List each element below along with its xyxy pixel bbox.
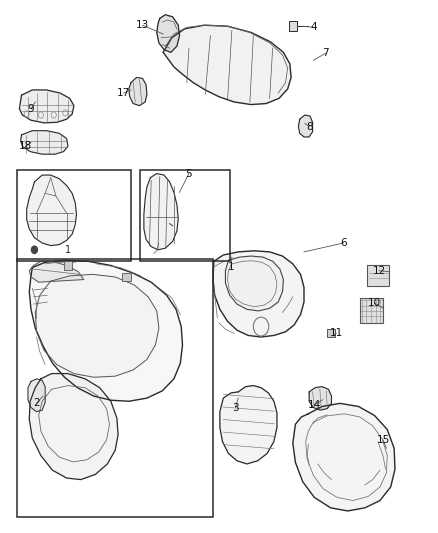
Text: 4: 4: [310, 22, 317, 33]
Text: 1: 1: [65, 245, 71, 255]
Text: 6: 6: [340, 238, 347, 248]
Text: 8: 8: [306, 122, 312, 132]
Polygon shape: [157, 15, 180, 52]
Bar: [17, 259, 212, 517]
Text: 13: 13: [136, 20, 149, 30]
Bar: [327, 329, 335, 337]
Bar: [140, 170, 230, 261]
Circle shape: [32, 246, 37, 254]
Polygon shape: [19, 90, 74, 123]
Polygon shape: [29, 374, 118, 480]
Polygon shape: [220, 385, 277, 464]
Text: 15: 15: [376, 435, 389, 445]
Polygon shape: [29, 260, 183, 401]
Bar: [17, 170, 131, 261]
Text: 7: 7: [322, 49, 329, 59]
Text: 3: 3: [232, 402, 239, 413]
Bar: [360, 298, 383, 323]
Text: 5: 5: [186, 168, 192, 179]
Polygon shape: [129, 77, 147, 106]
Polygon shape: [226, 256, 283, 311]
Polygon shape: [213, 251, 304, 337]
Bar: [289, 21, 297, 31]
Text: 14: 14: [307, 400, 321, 410]
Bar: [367, 265, 389, 286]
Text: 9: 9: [28, 104, 34, 114]
Polygon shape: [309, 386, 332, 410]
Text: 11: 11: [329, 328, 343, 338]
Text: 2: 2: [33, 398, 40, 408]
Bar: [64, 261, 72, 270]
Polygon shape: [298, 115, 313, 137]
Polygon shape: [144, 174, 178, 250]
Polygon shape: [35, 274, 159, 377]
Text: 1: 1: [228, 262, 234, 271]
Text: 17: 17: [117, 88, 131, 98]
Polygon shape: [28, 379, 45, 411]
Polygon shape: [29, 261, 84, 282]
Polygon shape: [163, 25, 291, 104]
Polygon shape: [27, 175, 77, 246]
Polygon shape: [21, 131, 68, 154]
Text: 12: 12: [372, 265, 386, 276]
Bar: [122, 273, 131, 281]
Text: 10: 10: [368, 298, 381, 308]
Text: 18: 18: [19, 141, 32, 151]
Polygon shape: [293, 403, 395, 511]
